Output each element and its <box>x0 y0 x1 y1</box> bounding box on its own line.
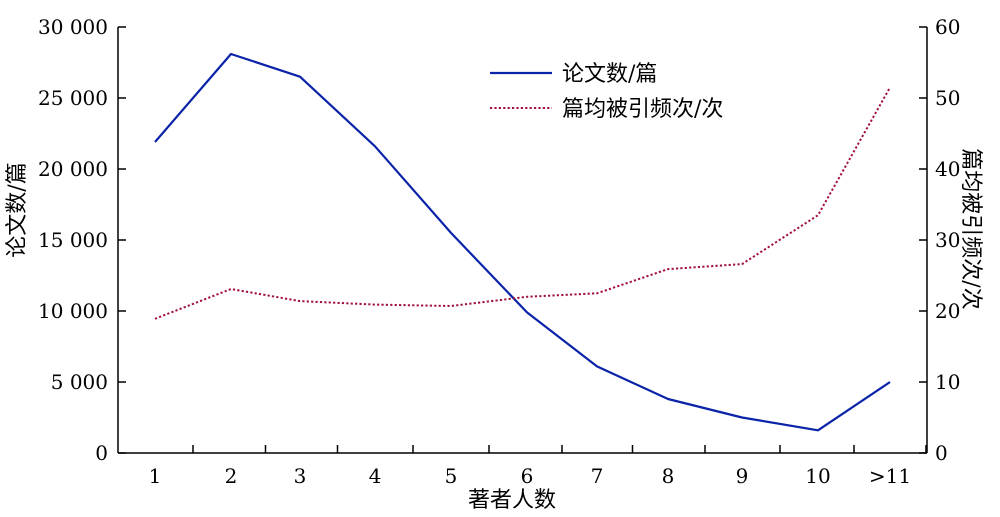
y2-tick-label: 20 <box>935 299 960 323</box>
x-axis-title: 著者人数 <box>468 488 556 513</box>
y-tick-label: 0 <box>95 441 108 465</box>
y-tick-label: 10 000 <box>38 299 108 323</box>
x-tick-label: 5 <box>445 464 458 488</box>
x-tick-label: 1 <box>149 464 162 488</box>
series-line-1 <box>154 52 891 432</box>
x-tick-label: 2 <box>225 464 238 488</box>
y2-tick-label: 60 <box>935 15 960 39</box>
x-tick-label: 4 <box>369 464 382 488</box>
y2-axis-title: 篇均被引频次/次 <box>958 148 983 309</box>
y2-tick-label: 0 <box>935 441 948 465</box>
legend-label-1: 论文数/篇 <box>562 62 657 87</box>
y-tick-label: 20 000 <box>38 157 108 181</box>
legend-label-2: 篇均被引频次/次 <box>562 97 723 122</box>
tick-marks: 0 5 000 10 000 15 000 20 000 25 000 30 000 0 10 2… <box>38 15 960 488</box>
y-tick-label: 5 000 <box>51 370 108 394</box>
y2-tick-label: 40 <box>935 157 960 181</box>
x-tick-label: 6 <box>521 464 534 488</box>
x-tick-label: 7 <box>591 464 604 488</box>
y-tick-label: 25 000 <box>38 86 108 110</box>
x-tick-label: 9 <box>736 464 749 488</box>
series-line-2 <box>154 86 891 320</box>
y-tick-label: 30 000 <box>38 15 108 39</box>
x-tick-label: >11 <box>869 464 911 488</box>
series-lines <box>154 52 891 432</box>
y-axis-title: 论文数/篇 <box>5 162 30 257</box>
x-tick-label: 10 <box>805 464 830 488</box>
x-tick-label: 3 <box>294 464 307 488</box>
axes <box>117 27 928 454</box>
y2-tick-label: 10 <box>935 370 960 394</box>
y-tick-label: 15 000 <box>38 228 108 252</box>
y2-tick-label: 50 <box>935 86 960 110</box>
x-tick-label: 8 <box>662 464 675 488</box>
y2-tick-label: 30 <box>935 228 960 252</box>
